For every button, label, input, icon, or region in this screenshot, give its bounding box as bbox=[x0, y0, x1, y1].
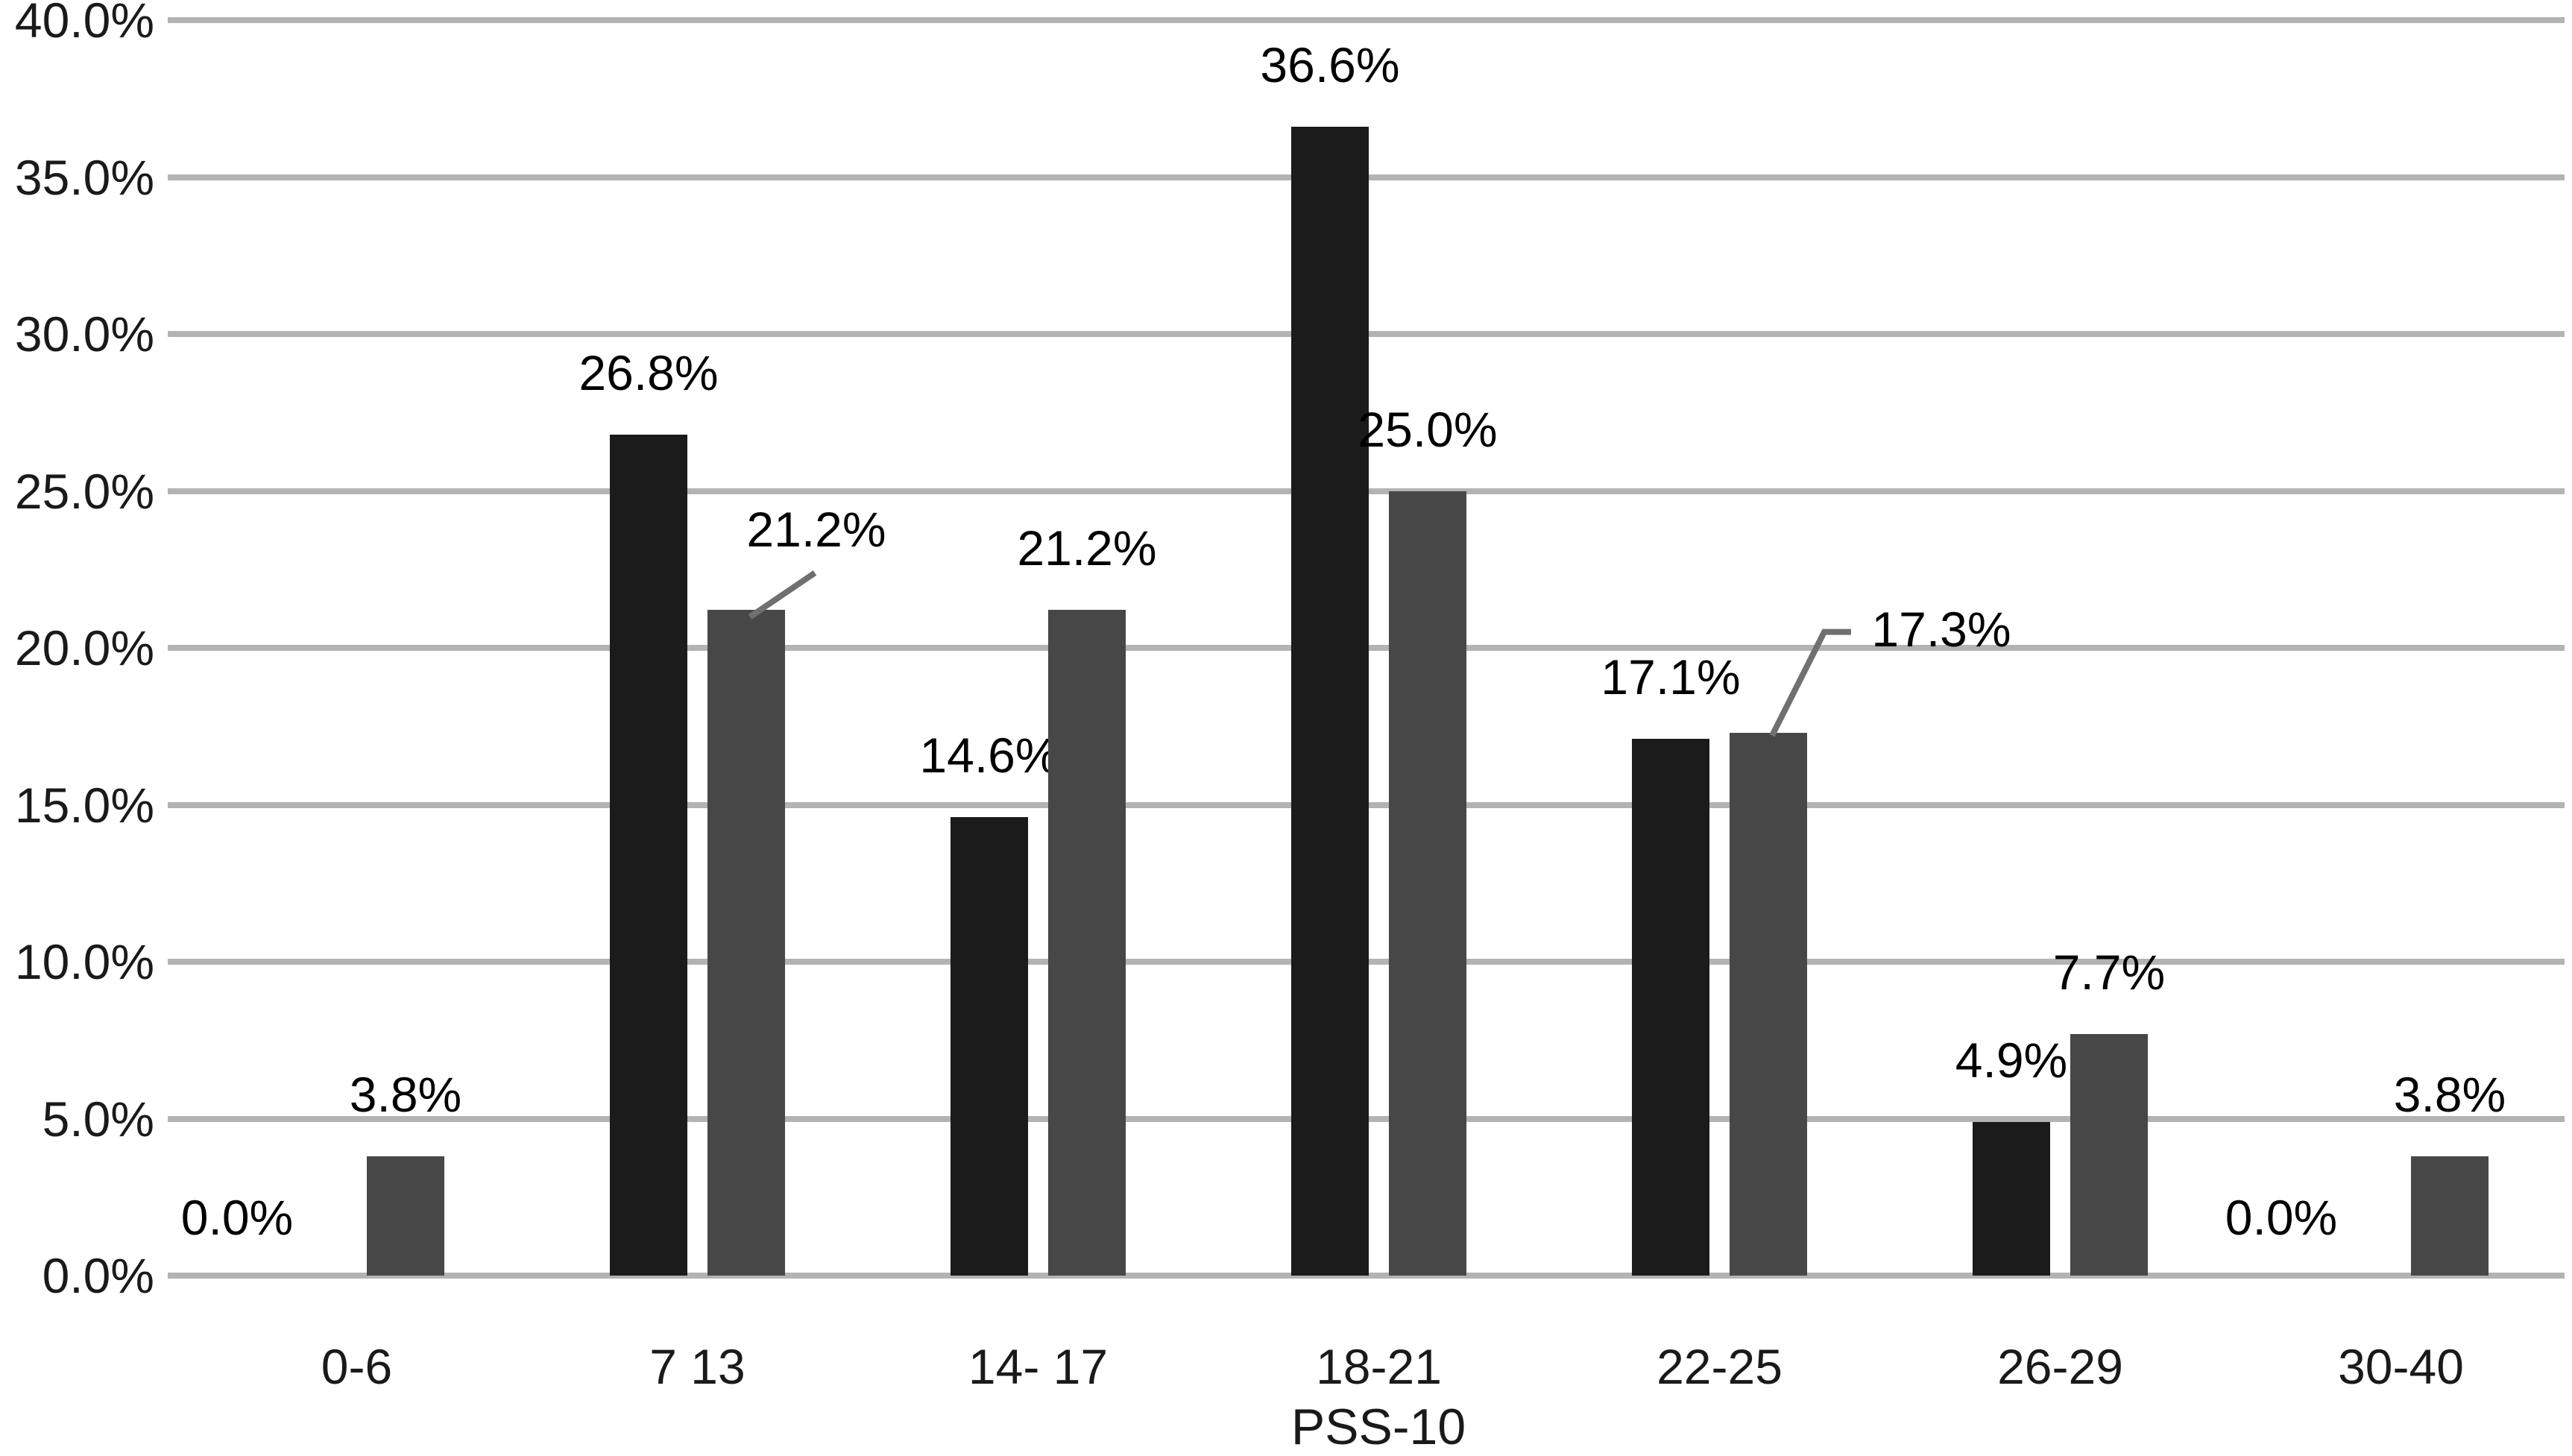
y-axis-tick-label: 10.0% bbox=[14, 934, 154, 989]
data-label-series-1-black-cat4: 17.1% bbox=[1601, 649, 1741, 705]
data-label-series-2-gray-cat3: 25.0% bbox=[1358, 401, 1498, 457]
x-axis-tick-label: 7 13 bbox=[649, 1339, 746, 1394]
x-axis-tick-label: 30-40 bbox=[2338, 1339, 2464, 1394]
data-label-series-2-gray-cat2: 21.2% bbox=[1017, 520, 1157, 576]
data-label-series-1-black-cat0: 0.0% bbox=[180, 1190, 294, 1245]
bar-series-2-gray-cat3 bbox=[1389, 491, 1466, 1276]
x-axis-title: PSS-10 bbox=[1290, 1399, 1466, 1455]
y-axis-tick-label: 25.0% bbox=[14, 463, 154, 519]
y-axis-tick-label: 30.0% bbox=[14, 306, 154, 362]
gridline-40pct bbox=[168, 17, 2565, 23]
gridline-0pct bbox=[168, 1273, 2565, 1279]
bar-series-1-black-cat3 bbox=[1291, 127, 1369, 1276]
bar-series-2-gray-cat1 bbox=[707, 610, 785, 1276]
bar-series-2-gray-cat6 bbox=[2411, 1156, 2489, 1276]
bar-series-1-black-cat2 bbox=[951, 817, 1028, 1276]
bar-series-1-black-cat5 bbox=[1973, 1121, 2050, 1276]
data-label-series-1-black-cat2: 14.6% bbox=[919, 728, 1059, 784]
y-axis-tick-label: 35.0% bbox=[14, 149, 154, 205]
x-axis-tick-label: 14- 17 bbox=[968, 1339, 1109, 1394]
x-axis-tick-label: 22-25 bbox=[1657, 1339, 1783, 1394]
data-label-series-1-black-cat5: 4.9% bbox=[1955, 1032, 2068, 1088]
x-axis-tick-label: 0-6 bbox=[321, 1339, 393, 1394]
bar-series-2-gray-cat4 bbox=[1730, 732, 1807, 1276]
data-label-series-2-gray-cat6: 3.8% bbox=[2393, 1067, 2506, 1123]
bar-series-2-gray-cat5 bbox=[2070, 1033, 2148, 1276]
bar-series-2-gray-cat2 bbox=[1048, 610, 1126, 1276]
data-label-series-2-gray-cat4: 17.3% bbox=[1871, 601, 2011, 657]
bar-series-1-black-cat1 bbox=[610, 434, 687, 1276]
data-label-series-1-black-cat1: 26.8% bbox=[579, 344, 719, 400]
data-label-series-1-black-cat6: 0.0% bbox=[2225, 1190, 2338, 1245]
data-label-series-2-gray-cat1: 21.2% bbox=[746, 502, 886, 558]
y-axis-tick-label: 20.0% bbox=[14, 620, 154, 675]
y-axis-tick-label: 0.0% bbox=[42, 1248, 154, 1303]
data-label-series-1-black-cat3: 36.6% bbox=[1260, 37, 1400, 93]
x-axis-tick-label: 18-21 bbox=[1316, 1339, 1442, 1394]
data-label-series-2-gray-cat5: 7.7% bbox=[2052, 944, 2166, 1000]
y-axis-tick-label: 5.0% bbox=[42, 1091, 154, 1147]
bar-series-1-black-cat4 bbox=[1632, 739, 1709, 1276]
bar-series-2-gray-cat0 bbox=[367, 1156, 444, 1276]
data-label-series-2-gray-cat0: 3.8% bbox=[349, 1067, 462, 1123]
y-axis-tick-label: 15.0% bbox=[14, 777, 154, 833]
x-axis-tick-label: 26-29 bbox=[1997, 1339, 2123, 1394]
y-axis-tick-label: 40.0% bbox=[14, 0, 154, 48]
